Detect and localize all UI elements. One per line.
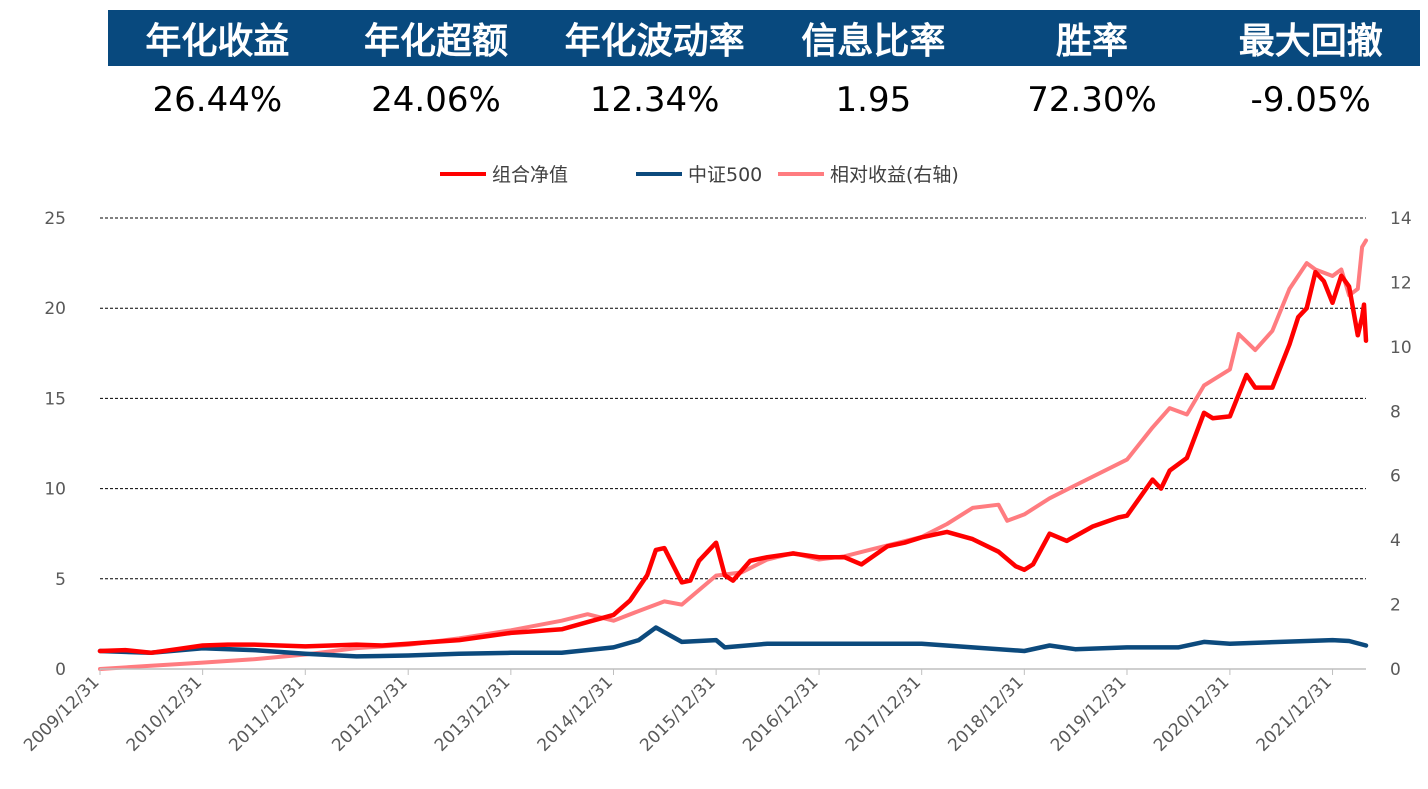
y-left-tick-label: 15 bbox=[44, 389, 66, 409]
x-tick-label: 2018/12/31 bbox=[944, 672, 1027, 755]
x-tick-label: 2013/12/31 bbox=[431, 672, 514, 755]
series-line-0 bbox=[97, 269, 1369, 656]
series-line-2 bbox=[98, 238, 1368, 671]
y-left-tick-label: 20 bbox=[44, 299, 66, 319]
y-right-tick-label: 0 bbox=[1390, 660, 1401, 680]
line-chart: 0 5 10 15 20 25 0 2 4 6 8 10 12 14 2009/12/31 2010/12/3… bbox=[20, 164, 1412, 756]
stats-header-win-rate: 胜率 bbox=[1056, 21, 1129, 62]
y-left-tick-label: 5 bbox=[55, 570, 66, 590]
stats-header-information-ratio: 信息比率 bbox=[801, 21, 946, 62]
stats-header-annual-excess: 年化超额 bbox=[364, 21, 509, 62]
legend-label-1: 中证500 bbox=[688, 164, 762, 186]
x-tick-label: 2010/12/31 bbox=[123, 672, 206, 755]
stats-value-information-ratio: 1.95 bbox=[835, 80, 912, 120]
y-right-tick-label: 12 bbox=[1390, 273, 1412, 293]
x-tick-label: 2015/12/31 bbox=[636, 672, 719, 755]
x-tick-label: 2011/12/31 bbox=[225, 672, 308, 755]
y-right-tick-label: 2 bbox=[1390, 596, 1401, 616]
stats-header-annual-return: 年化收益 bbox=[145, 21, 290, 62]
y-right-tick-label: 4 bbox=[1390, 531, 1401, 551]
series-lines bbox=[97, 238, 1369, 671]
stats-value-annual-excess: 24.06% bbox=[371, 80, 501, 120]
axes: 0 5 10 15 20 25 0 2 4 6 8 10 12 14 2009/12/31 2010/12/3… bbox=[20, 209, 1412, 756]
stats-value-row: 26.44% 24.06% 12.34% 1.95 72.30% -9.05% bbox=[108, 66, 1420, 130]
stats-value-annual-return: 26.44% bbox=[152, 80, 283, 120]
y-left-tick-label: 10 bbox=[44, 480, 66, 500]
x-tick-label: 2019/12/31 bbox=[1047, 672, 1130, 755]
stats-value-win-rate: 72.30% bbox=[1027, 80, 1157, 120]
x-tick-label: 2021/12/31 bbox=[1253, 672, 1336, 755]
series-line-1 bbox=[97, 625, 1369, 659]
legend-label-2: 相对收益(右轴) bbox=[830, 164, 959, 186]
y-right-tick-label: 10 bbox=[1390, 338, 1412, 358]
y-right-tick-label: 14 bbox=[1390, 209, 1412, 229]
legend-label-0: 组合净值 bbox=[492, 164, 568, 186]
stats-header-row: 年化收益 年化超额 年化波动率 信息比率 胜率 最大回撤 bbox=[108, 10, 1420, 66]
stats-table: 年化收益 年化超额 年化波动率 信息比率 胜率 最大回撤 26.44% 24.0… bbox=[108, 10, 1420, 130]
x-tick-label: 2012/12/31 bbox=[328, 672, 411, 755]
grid-lines bbox=[100, 217, 1366, 580]
y-right-tick-label: 8 bbox=[1390, 402, 1401, 422]
x-tick-label: 2014/12/31 bbox=[534, 672, 617, 755]
x-tick-label: 2016/12/31 bbox=[739, 672, 822, 755]
x-tick-label: 2009/12/31 bbox=[20, 672, 103, 755]
y-left-tick-label: 0 bbox=[55, 660, 66, 680]
legend: 组合净值 中证500 相对收益(右轴) bbox=[440, 164, 959, 186]
x-tick-label: 2020/12/31 bbox=[1150, 672, 1233, 755]
y-left-tick-label: 25 bbox=[44, 209, 66, 229]
stats-value-annual-volatility: 12.34% bbox=[589, 80, 720, 120]
stats-header-annual-volatility: 年化波动率 bbox=[564, 21, 745, 62]
stats-value-max-drawdown: -9.05% bbox=[1250, 80, 1371, 120]
x-tick-label: 2017/12/31 bbox=[842, 672, 925, 755]
stats-header-max-drawdown: 最大回撤 bbox=[1238, 21, 1383, 62]
y-right-tick-label: 6 bbox=[1390, 467, 1401, 487]
